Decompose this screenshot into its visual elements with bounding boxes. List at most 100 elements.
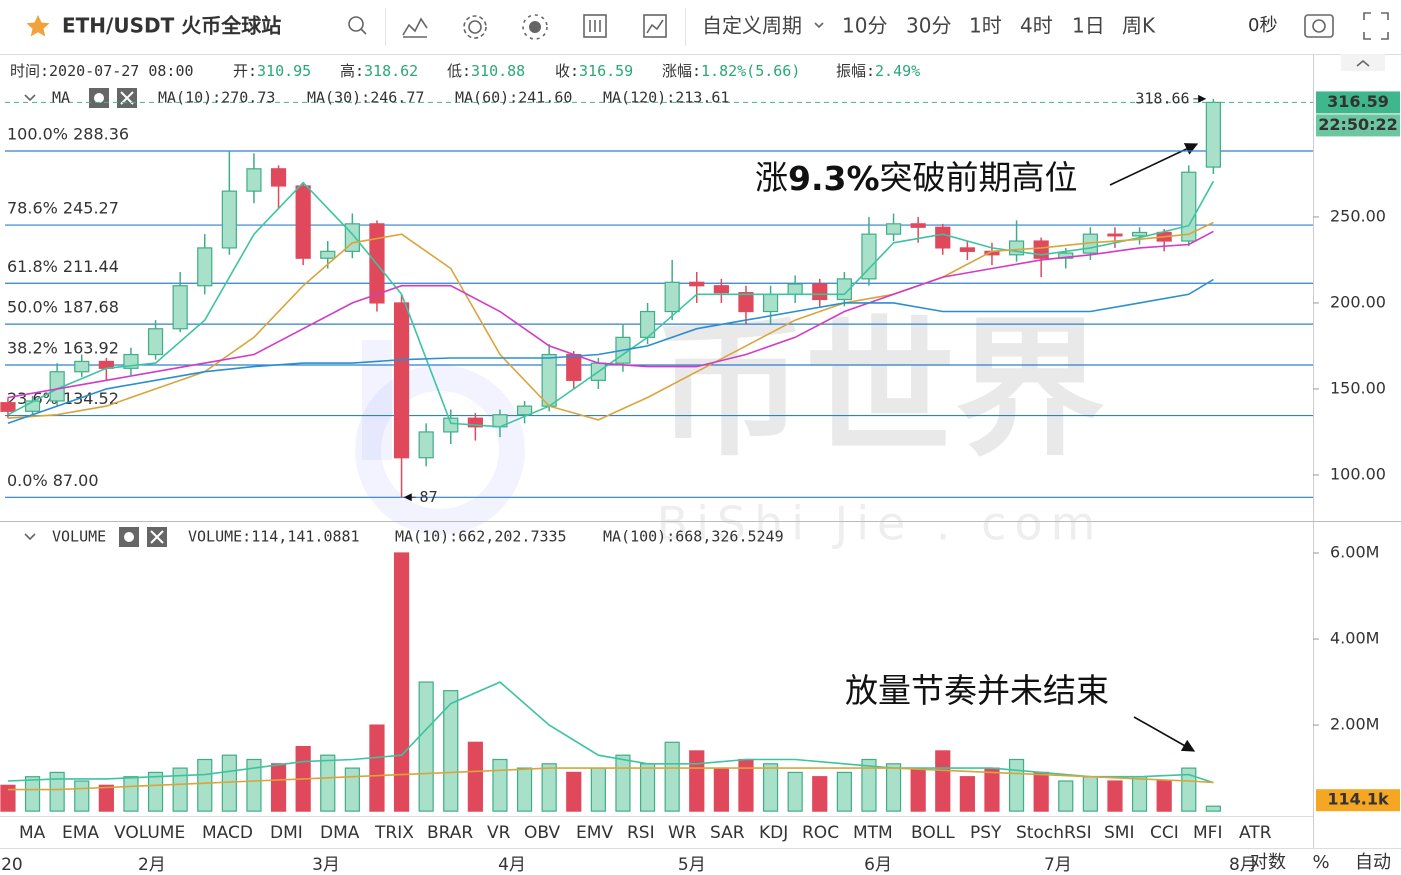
volume-bar: [910, 767, 926, 812]
volume-bar: [246, 758, 262, 812]
info-label: 开:: [233, 62, 257, 80]
volume-bar: [738, 758, 754, 812]
info-value: 2020-07-27 08:00: [49, 62, 194, 80]
candle-body: [172, 285, 188, 330]
indicator-tab[interactable]: OBV: [524, 823, 561, 843]
indicator-tab[interactable]: MA: [19, 823, 46, 843]
screenshot-icon[interactable]: [1312, 19, 1326, 33]
indicator-tab[interactable]: VR: [487, 823, 511, 843]
annotation-part: 涨: [755, 158, 788, 197]
panel-settings[interactable]: [94, 93, 104, 103]
indicator-tab[interactable]: PSY: [970, 823, 1002, 843]
x-tick-label: 6月: [864, 855, 892, 875]
indicator-tab[interactable]: EMA: [62, 823, 99, 843]
indicator-tab[interactable]: DMA: [320, 823, 360, 843]
axis-control[interactable]: %: [1312, 852, 1329, 873]
period-option[interactable]: 4时: [1020, 14, 1053, 38]
settings-icon[interactable]: [463, 15, 487, 39]
theme-icon[interactable]: [529, 21, 541, 33]
indicator-tab[interactable]: TRIX: [374, 823, 414, 843]
watermark-sub: BiShi Jie . com: [657, 497, 1104, 551]
panel-toggle[interactable]: [24, 94, 36, 102]
indicator-icon[interactable]: [402, 17, 428, 38]
period-option[interactable]: 自定义周期: [702, 14, 802, 38]
info-value: 316.59: [579, 62, 633, 80]
volume-bar: [762, 763, 779, 812]
volume-bar: [1033, 771, 1049, 812]
screenshot-icon[interactable]: [1304, 14, 1334, 38]
volume-current-label: 114.1k: [1327, 790, 1389, 809]
candle-body: [246, 168, 262, 192]
countdown-box: [1316, 114, 1400, 137]
indicator-tab[interactable]: SAR: [710, 823, 745, 843]
x-tick-label: 2月: [138, 855, 166, 875]
period-option[interactable]: 10分: [842, 14, 887, 38]
volume-bar: [172, 767, 188, 812]
indicator-tab[interactable]: VOLUME: [114, 823, 185, 843]
x-tick-label: 4月: [498, 855, 526, 875]
candle-body: [147, 328, 164, 356]
candle-body: [1131, 231, 1148, 237]
panel-settings[interactable]: [124, 532, 134, 542]
panel-close[interactable]: [150, 530, 164, 544]
volume-bar: [74, 780, 90, 812]
last-price-label: 316.59: [1327, 92, 1389, 111]
period-option[interactable]: 30分: [906, 14, 951, 38]
y-tick-label: 150.00: [1330, 378, 1386, 397]
period-option[interactable]: 1日: [1072, 14, 1105, 38]
volume-bar: [615, 754, 631, 812]
indicator-tab[interactable]: RSI: [627, 823, 655, 843]
indicator-tab[interactable]: EMV: [576, 823, 613, 843]
favorite-icon[interactable]: [26, 15, 50, 37]
axis-control[interactable]: 对数: [1250, 852, 1286, 873]
indicator-tab[interactable]: DMI: [270, 823, 303, 843]
ma-line: [7, 221, 1214, 421]
indicator-tab[interactable]: BRAR: [427, 823, 473, 843]
candle-body: [467, 417, 483, 428]
indicator-tab[interactable]: BOLL: [911, 823, 955, 843]
indicator-tab[interactable]: MFI: [1193, 823, 1222, 843]
indicator-tab[interactable]: StochRSI: [1016, 823, 1092, 843]
axis-control[interactable]: 自动: [1355, 852, 1391, 873]
volume-bar: [935, 750, 951, 812]
fullscreen-icon[interactable]: [1363, 12, 1389, 40]
collapse-icon[interactable]: [1356, 59, 1370, 67]
indicator-tab[interactable]: ATR: [1239, 823, 1272, 843]
ma-line: [7, 230, 1214, 399]
ma-line: [7, 278, 1214, 425]
candle-body: [443, 417, 459, 433]
indicator-tab[interactable]: MTM: [853, 823, 893, 843]
period-option[interactable]: 周K: [1122, 14, 1156, 38]
panel-toggle[interactable]: [24, 533, 36, 541]
indicator-tab[interactable]: SMI: [1104, 823, 1134, 843]
volume-bar: [590, 767, 606, 812]
search-icon[interactable]: [348, 16, 364, 32]
fib-label: 78.6% 245.27: [7, 199, 119, 218]
legend-entry: MA(30):246.77: [307, 89, 424, 107]
chart-type-icon[interactable]: [646, 19, 664, 34]
indicator-tab[interactable]: ROC: [802, 823, 839, 843]
volume-bar: [1131, 776, 1148, 812]
annotation-part: 放量节奏并未结束: [845, 671, 1109, 710]
period-option[interactable]: 1时: [969, 14, 1002, 38]
search-icon[interactable]: [360, 28, 367, 35]
layout-icon[interactable]: [583, 14, 607, 38]
watermark-logo: [362, 340, 392, 460]
settings-icon[interactable]: [468, 20, 482, 34]
collapse-button[interactable]: [1341, 54, 1385, 71]
chart-type-icon[interactable]: [643, 14, 667, 38]
y-tick-label: 2.00M: [1330, 715, 1379, 734]
dropdown-icon[interactable]: [814, 22, 824, 29]
indicator-tab[interactable]: KDJ: [759, 823, 788, 843]
indicator-tab[interactable]: WR: [668, 823, 697, 843]
x-tick-label: 8月: [1229, 855, 1257, 875]
theme-icon[interactable]: [522, 14, 548, 40]
volume-bar: [147, 771, 164, 812]
candle-body: [689, 281, 705, 287]
indicator-tab[interactable]: CCI: [1150, 823, 1179, 843]
volume-bar: [836, 771, 852, 812]
layout-icon[interactable]: [589, 20, 601, 32]
candle-body: [664, 281, 680, 313]
indicator-tab[interactable]: MACD: [202, 823, 253, 843]
